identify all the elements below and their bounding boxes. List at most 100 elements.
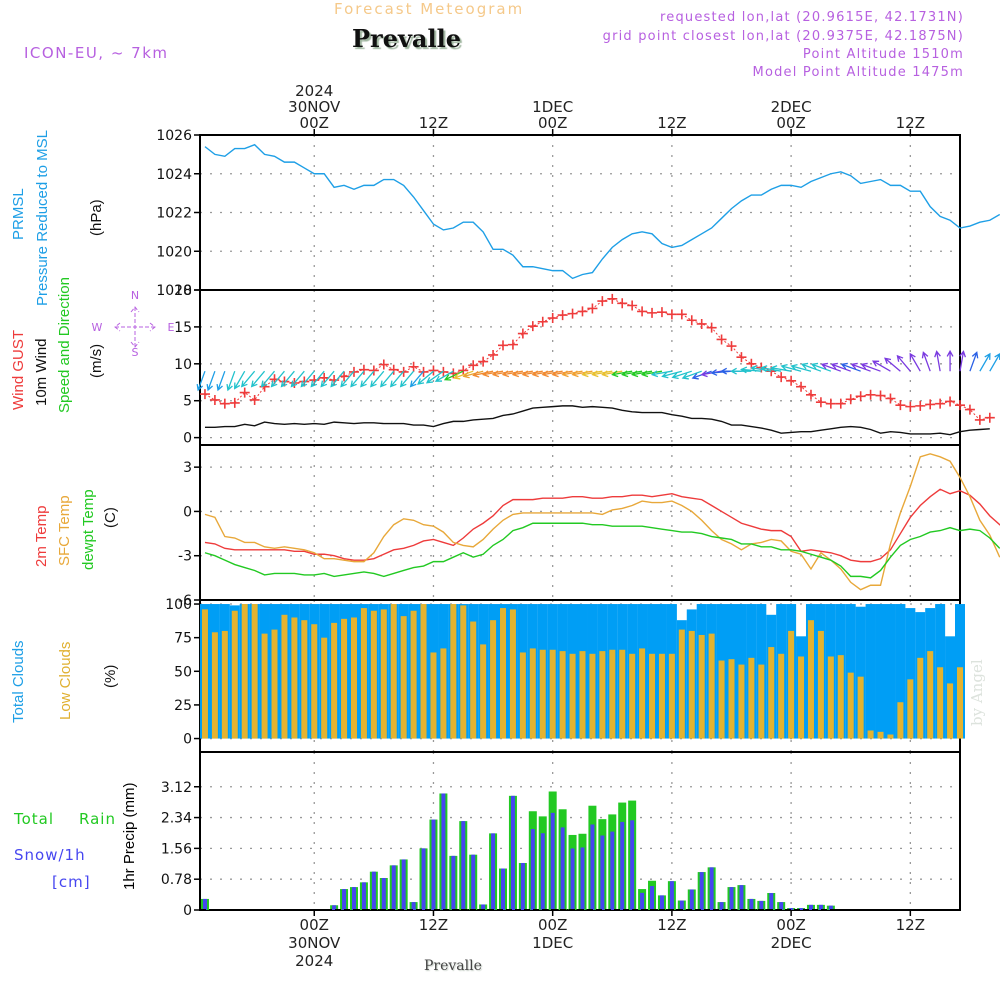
- wind-arrow: [216, 370, 226, 392]
- wind-arrow: [979, 352, 991, 372]
- y-tick-label: 0: [183, 431, 192, 447]
- y-tick-label: 0: [183, 732, 192, 748]
- gust-marker: [488, 349, 499, 360]
- wind-arrow: [300, 370, 315, 388]
- series-line-10m-wind: [204, 405, 990, 436]
- low-cloud-bar: [559, 651, 566, 739]
- wind-arrow: [820, 362, 842, 372]
- low-cloud-bar: [957, 667, 963, 739]
- wind-arrow: [790, 363, 812, 372]
- gust-marker: [607, 293, 618, 304]
- gust-marker: [885, 393, 896, 404]
- snow-bar: [630, 820, 635, 910]
- gust-marker: [229, 397, 240, 408]
- low-cloud-bar: [897, 702, 904, 739]
- snow-bar: [441, 793, 446, 910]
- gust-marker: [597, 296, 608, 307]
- gust-marker: [577, 306, 588, 317]
- wind-arrow: [640, 370, 663, 378]
- low-cloud-bar: [917, 657, 924, 739]
- wind-arrow: [730, 367, 752, 375]
- station-name: Prevalle: [352, 24, 461, 53]
- y-tick-label: 0: [183, 504, 192, 520]
- snow-bar: [799, 908, 804, 910]
- gust-marker: [676, 309, 687, 320]
- low-cloud-bar: [837, 655, 844, 739]
- wind-arrow: [896, 354, 911, 372]
- gust-marker: [617, 298, 628, 309]
- precip-snow-unit: [cm]: [52, 873, 91, 891]
- low-cloud-bar: [509, 609, 516, 739]
- x-tick-label-top: 00Z: [538, 114, 567, 132]
- y-tick-label: 5: [183, 394, 192, 410]
- low-cloud-bar: [827, 656, 834, 739]
- low-cloud-bar: [350, 617, 357, 739]
- gust-marker: [358, 364, 369, 375]
- gust-marker: [726, 341, 737, 352]
- low-cloud-bar: [231, 610, 238, 739]
- total-cloud-bar: [855, 606, 866, 739]
- gust-marker: [945, 396, 956, 407]
- total-cloud-bar: [905, 608, 916, 739]
- series-line-wind-gust: [204, 298, 990, 421]
- x-tick-label-top: 12Z: [657, 114, 686, 132]
- x-tick-label-bottom: 12Z: [657, 916, 686, 934]
- low-cloud-bar: [658, 653, 665, 739]
- low-cloud-bar: [718, 660, 725, 739]
- gust-marker: [507, 339, 518, 350]
- x-tick-label-bottom: 12Z: [419, 916, 448, 934]
- snow-bar: [689, 889, 694, 910]
- gust-marker: [865, 389, 876, 400]
- snow-bar: [461, 821, 466, 910]
- series-line-2m-temp: [204, 488, 1000, 563]
- chart-title: Forecast Meteogram: [334, 0, 525, 18]
- low-cloud-bar: [817, 630, 824, 739]
- precip-total-label: Total: [14, 810, 55, 828]
- gust-marker: [805, 389, 816, 400]
- low-cloud-bar: [947, 683, 954, 739]
- snow-bar: [371, 871, 376, 910]
- wind-arrow: [226, 370, 236, 392]
- snow-bar: [332, 905, 337, 910]
- gust-marker: [647, 307, 658, 318]
- snow-bar: [620, 821, 625, 910]
- panel-3: 0 25 50 75 100: [165, 597, 965, 753]
- wind-arrow: [810, 362, 832, 372]
- snow-bar: [659, 895, 664, 910]
- snow-bar: [749, 898, 754, 910]
- y-tick-label: 25: [174, 698, 192, 714]
- low-cloud-bar: [241, 604, 248, 739]
- y-tick-label: 20: [174, 283, 192, 299]
- y-tick-label: 0: [183, 903, 192, 919]
- gust-marker: [468, 360, 479, 371]
- snow-bar: [709, 867, 714, 910]
- panel-4: 0 0.78 1.56 2.34 3.12: [161, 751, 961, 919]
- gust-marker: [696, 318, 707, 329]
- snow-bar: [421, 848, 426, 910]
- low-cloud-bar: [301, 620, 308, 739]
- wind-arrow: [250, 370, 266, 388]
- wind-arrow: [290, 370, 305, 388]
- low-cloud-bar: [738, 664, 745, 739]
- x-tick-label-top: 00Z: [776, 114, 805, 132]
- x-tick-label-top: 1DEC: [532, 98, 573, 116]
- x-tick-label-bottom: 30NOV: [288, 934, 341, 952]
- grid-point-coords: grid point closest lon,lat (20.9375E, 42…: [602, 29, 964, 44]
- gust-marker: [736, 352, 747, 363]
- low-cloud-bar: [271, 629, 278, 739]
- low-cloud-bar: [708, 633, 715, 739]
- gust-marker: [249, 394, 260, 405]
- x-tick-label-top: 12Z: [419, 114, 448, 132]
- low-cloud-bar: [867, 730, 874, 739]
- wind-arrow: [425, 370, 444, 384]
- snow-bar: [342, 889, 347, 910]
- wind-arrow: [320, 370, 335, 388]
- footer-station-name: Prevalle: [424, 958, 482, 974]
- snow-bar: [560, 827, 565, 910]
- wind-arrow: [969, 351, 979, 372]
- gust-marker: [547, 313, 558, 324]
- wind-arrow: [921, 351, 931, 372]
- snow-bar: [739, 885, 744, 910]
- low-cloud-bar: [420, 604, 427, 739]
- gust-marker: [686, 315, 697, 326]
